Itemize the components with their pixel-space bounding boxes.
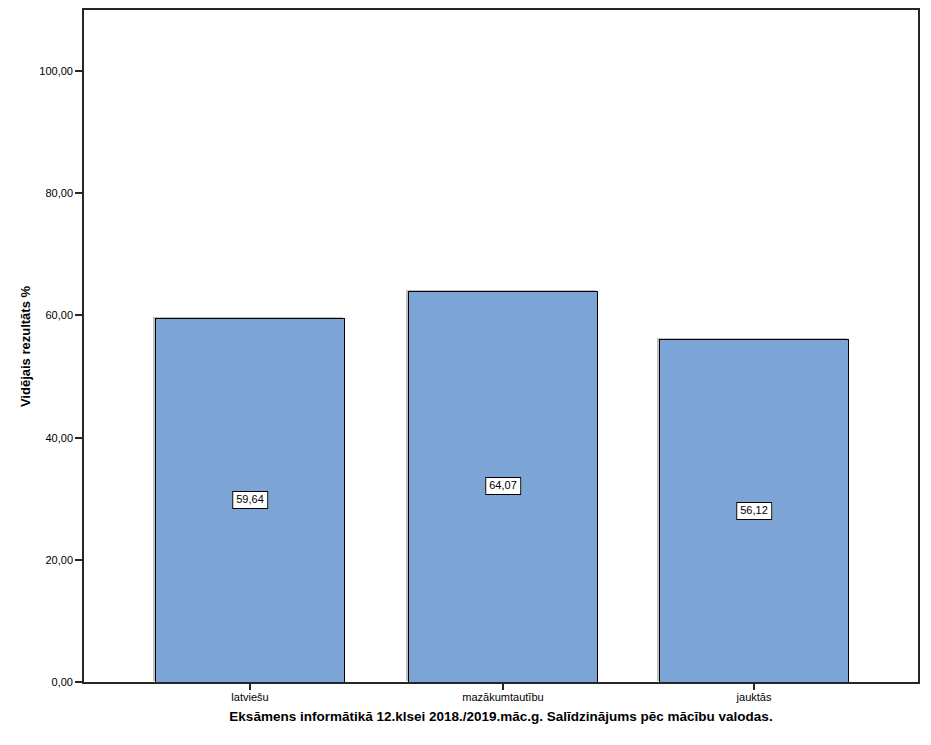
y-tick-label: 20,00 — [13, 554, 73, 566]
x-tick-label: jauktās — [737, 691, 772, 703]
y-tick-mark — [75, 314, 82, 316]
x-tick-label: latviešu — [231, 691, 268, 703]
bar-value-label: 56,12 — [736, 502, 772, 520]
y-tick-label: 60,00 — [13, 309, 73, 321]
y-tick-label: 0,00 — [13, 676, 73, 688]
y-tick-mark — [75, 681, 82, 683]
y-tick-label: 80,00 — [13, 187, 73, 199]
x-tick-mark — [502, 684, 504, 690]
bar-value-label: 64,07 — [485, 477, 521, 495]
y-tick-mark — [75, 192, 82, 194]
x-tick-label: mazākumtautību — [462, 691, 543, 703]
bar-value-label: 59,64 — [232, 491, 268, 509]
y-tick-label: 100,00 — [13, 65, 73, 77]
x-tick-mark — [753, 684, 755, 690]
y-tick-mark — [75, 437, 82, 439]
y-tick-label: 40,00 — [13, 432, 73, 444]
chart-title: Eksāmens informātikā 12.klsei 2018./2019… — [82, 709, 920, 724]
y-axis-title: Vidējais rezultāts % — [18, 167, 33, 527]
chart-canvas: Vidējais rezultāts % Eksāmens informātik… — [0, 0, 931, 745]
y-tick-mark — [75, 70, 82, 72]
x-tick-mark — [249, 684, 251, 690]
y-tick-mark — [75, 559, 82, 561]
plot-area — [82, 8, 920, 684]
